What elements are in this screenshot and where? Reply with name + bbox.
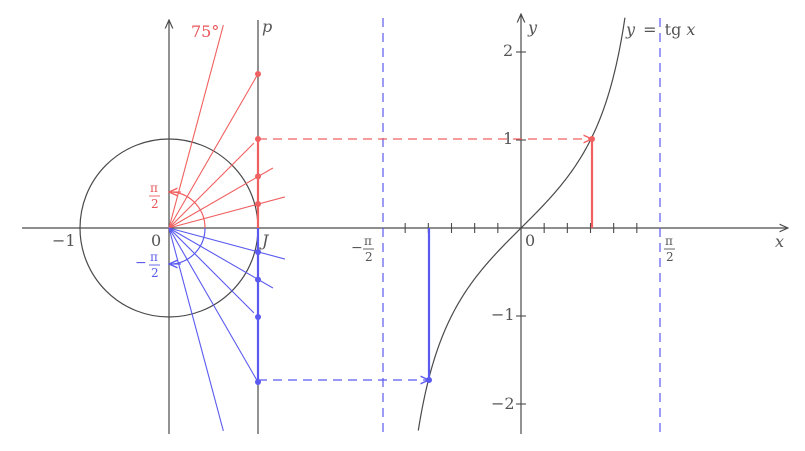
label-p: p <box>262 17 272 36</box>
label-blue-minus: − <box>135 255 147 271</box>
label-graph-origin: 0 <box>525 231 535 250</box>
label-circle-origin: 0 <box>151 231 161 250</box>
red-graph-point <box>589 136 595 142</box>
label-J: J <box>259 231 270 250</box>
blue-dot-1 <box>255 276 261 283</box>
label-function: y = tg x <box>625 20 695 39</box>
label-y-axis: y <box>527 18 538 37</box>
blue-ray-60 <box>168 227 260 385</box>
red-ray-15 <box>168 196 286 229</box>
x-label-negpi2-two: 2 <box>365 250 373 264</box>
unit-circle-panel: −1 0 J p 75° π 2 − π 2 <box>22 17 788 434</box>
label-75-degrees: 75° <box>191 22 219 41</box>
red-ray-75 <box>168 25 224 229</box>
blue-ray-75 <box>168 227 224 431</box>
label-blue-two: 2 <box>151 266 159 280</box>
tangent-graph-panel: y x 0 y = tg x 2 1 −1 −2 − π 2 π 2 <box>258 14 784 434</box>
label-minus-one: −1 <box>52 231 76 250</box>
blue-ray-15 <box>168 227 286 260</box>
red-dot-1 <box>255 173 261 180</box>
blue-angle-arc <box>172 227 206 265</box>
red-dot-0 <box>255 200 261 207</box>
blue-ray-45 <box>168 227 255 314</box>
x-label-negpi2-pi: π <box>364 234 372 248</box>
red-dots <box>255 71 261 207</box>
red-angle-arc <box>172 191 206 229</box>
blue-dots <box>255 249 261 385</box>
blue-rays <box>168 227 286 431</box>
red-dot-3 <box>255 71 261 78</box>
y-tick-label-neg1: −1 <box>491 305 515 324</box>
red-ray-45 <box>168 142 255 229</box>
x-label-pi2-two: 2 <box>666 250 674 264</box>
blue-dot-2 <box>255 314 261 320</box>
label-x-axis: x <box>775 232 784 251</box>
label-blue-pi: π <box>150 250 158 264</box>
blue-dot-0 <box>255 249 261 256</box>
y-ticks <box>516 51 526 405</box>
label-red-pi: π <box>150 181 158 195</box>
blue-graph-point <box>426 377 432 383</box>
label-red-two: 2 <box>151 197 159 211</box>
y-tick-label-1: 1 <box>503 129 513 148</box>
y-tick-label-neg2: −2 <box>491 394 515 413</box>
x-label-negpi2-minus: − <box>351 240 363 256</box>
y-tick-label-2: 2 <box>503 41 513 60</box>
red-rays <box>168 25 286 229</box>
x-label-pi2-pi: π <box>665 234 673 248</box>
red-ray-60 <box>168 71 260 229</box>
